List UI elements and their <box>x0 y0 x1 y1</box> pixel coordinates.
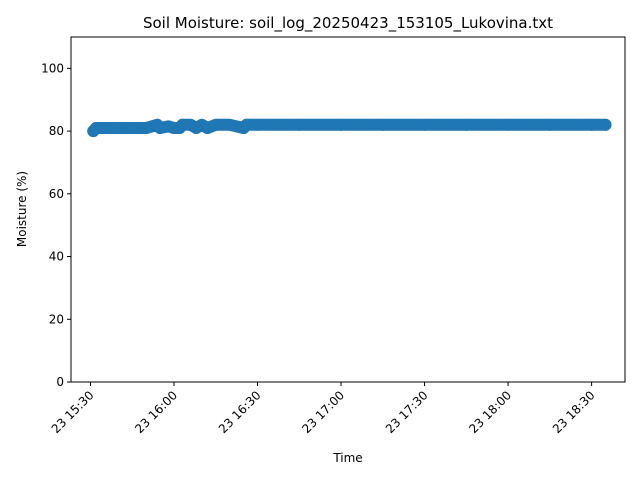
x-tick-label: 23 18:30 <box>550 388 598 436</box>
y-axis: 0 20 40 60 80 100 <box>41 61 71 389</box>
x-tick-label: 23 16:30 <box>216 388 264 436</box>
data-point <box>460 118 473 131</box>
y-tick-label: 60 <box>49 187 64 201</box>
data-point <box>376 118 389 131</box>
data-point <box>251 118 264 131</box>
x-tick-label: 23 17:00 <box>299 388 347 436</box>
data-point <box>140 121 153 134</box>
data-point <box>335 118 348 131</box>
x-tick-label: 23 17:30 <box>383 388 431 436</box>
x-tick-label: 23 16:00 <box>132 388 180 436</box>
data-point <box>585 118 598 131</box>
x-tick-label: 23 15:30 <box>49 388 97 436</box>
data-point <box>101 121 114 134</box>
y-axis-label: Moisture (%) <box>15 171 29 247</box>
data-points <box>87 118 612 138</box>
y-tick-label: 0 <box>56 375 64 389</box>
data-point <box>209 118 222 131</box>
x-axis-label: Time <box>332 451 362 465</box>
y-tick-label: 20 <box>49 312 64 326</box>
data-point <box>90 121 103 134</box>
y-tick-label: 80 <box>49 124 64 138</box>
y-tick-label: 100 <box>41 61 64 75</box>
x-tick-label: 23 18:00 <box>466 388 514 436</box>
x-axis: 23 15:30 23 16:00 23 16:30 23 17:00 23 17:30… <box>49 382 598 436</box>
data-point <box>502 118 515 131</box>
chart-title: Soil Moisture: soil_log_20250423_153105_… <box>143 14 553 33</box>
data-point <box>543 118 556 131</box>
data-point <box>599 118 612 131</box>
data-point <box>293 118 306 131</box>
data-point <box>240 118 253 131</box>
data-point <box>223 118 236 131</box>
y-tick-label: 40 <box>49 250 64 264</box>
data-point <box>126 121 139 134</box>
axes-frame <box>70 36 626 383</box>
data-point <box>112 121 125 134</box>
data-point <box>418 118 431 131</box>
data-point <box>176 118 189 131</box>
